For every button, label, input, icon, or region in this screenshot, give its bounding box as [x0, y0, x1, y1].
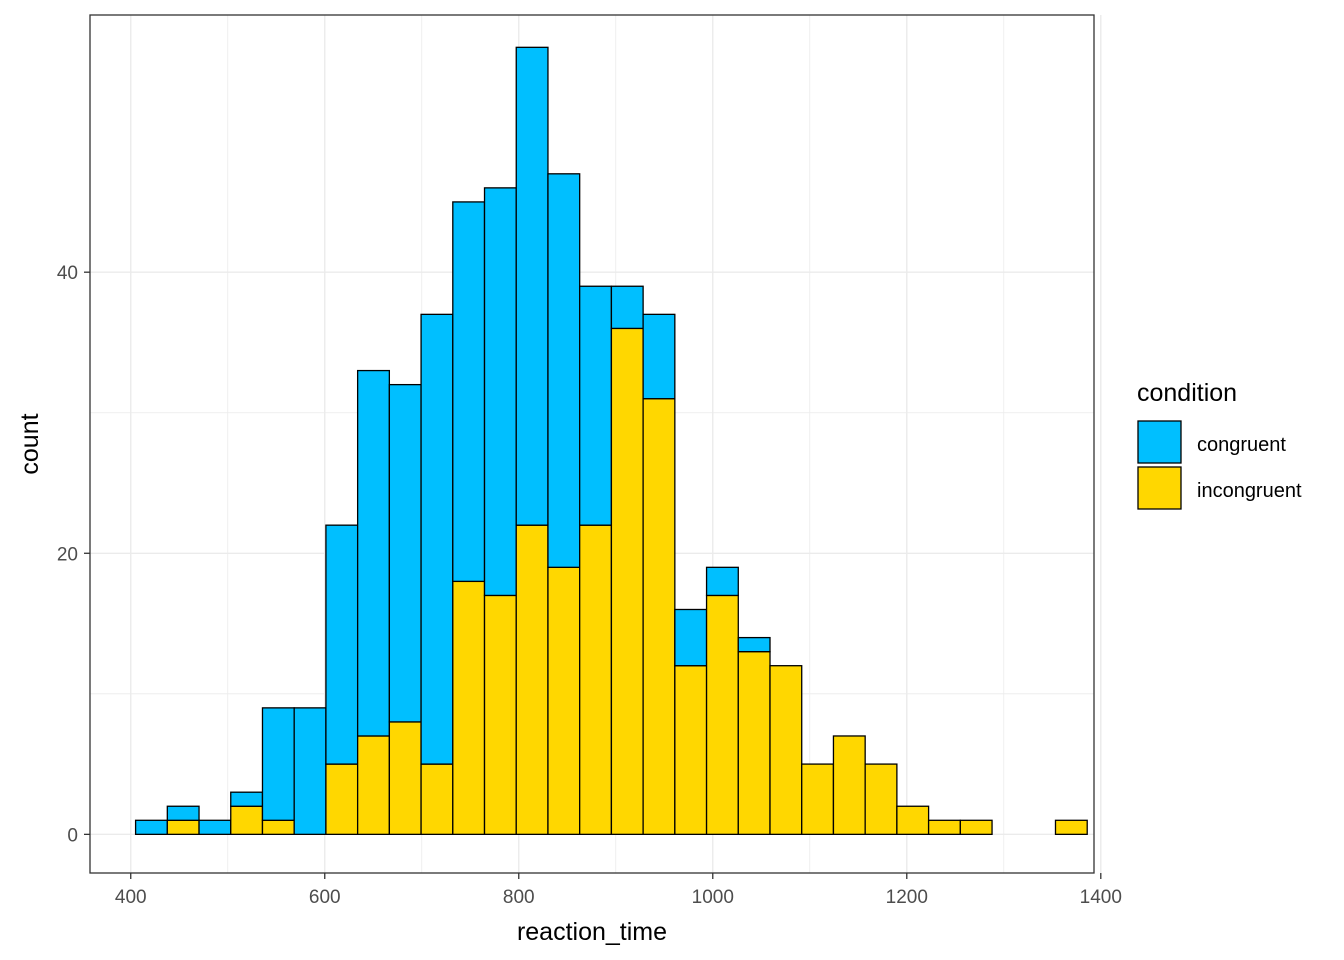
x-tick-label: 1200	[886, 887, 928, 908]
bar-incongruent	[483, 594, 517, 836]
bar-incongruent	[832, 735, 866, 836]
bar-incongruent	[927, 819, 961, 836]
bar-incongruent	[452, 580, 486, 836]
bar-incongruent	[388, 721, 422, 836]
bar-incongruent	[579, 524, 613, 836]
bar-incongruent	[642, 398, 676, 836]
bar-incongruent	[801, 763, 835, 836]
y-axis-title: count	[16, 413, 44, 474]
bar-congruent	[642, 313, 676, 400]
bar-congruent	[356, 369, 391, 737]
bar-incongruent	[959, 819, 993, 836]
bar-incongruent	[515, 524, 549, 836]
y-tick-label: 20	[57, 544, 78, 565]
bar-congruent	[388, 383, 422, 723]
x-axis: 400 600 800 1000 1200 1400	[115, 873, 1122, 908]
y-tick-label: 40	[57, 263, 78, 284]
bar-incongruent	[325, 763, 359, 836]
bar-congruent	[737, 636, 771, 653]
legend-key-congruent	[1137, 420, 1182, 464]
legend: condition congruent incongruent	[1137, 379, 1302, 510]
bar-congruent	[579, 285, 613, 526]
bar-congruent	[325, 524, 359, 765]
bar-congruent	[230, 791, 264, 807]
bar-incongruent	[261, 819, 295, 836]
x-tick-label: 1000	[692, 887, 734, 908]
bar-congruent	[705, 566, 739, 597]
bar-congruent	[166, 805, 200, 821]
bar-incongruent	[420, 763, 454, 836]
x-tick-label: 600	[309, 887, 341, 908]
y-tick-label: 0	[67, 825, 78, 846]
bar-congruent	[452, 201, 486, 583]
legend-label-congruent: congruent	[1197, 434, 1286, 456]
bar-incongruent	[166, 819, 200, 836]
bar-congruent	[198, 819, 232, 836]
bar-incongruent	[864, 763, 898, 836]
legend-key-incongruent	[1137, 466, 1182, 510]
bar-congruent	[293, 707, 327, 836]
bar-incongruent	[356, 735, 391, 836]
bar-incongruent	[705, 594, 739, 836]
bar-congruent	[547, 173, 581, 568]
bar-congruent	[420, 313, 454, 765]
plot-border	[89, 14, 1095, 874]
bar-congruent	[674, 608, 708, 667]
bar-congruent	[134, 819, 168, 836]
bar-incongruent	[896, 805, 930, 836]
legend-title: condition	[1137, 379, 1237, 407]
bar-congruent	[610, 285, 644, 330]
bar-incongruent	[1054, 819, 1088, 836]
y-axis: 0 20 40	[57, 263, 90, 846]
bar-incongruent	[610, 327, 644, 836]
x-tick-label: 800	[503, 887, 535, 908]
x-tick-label: 1400	[1080, 887, 1122, 908]
bar-incongruent	[674, 665, 708, 836]
bar-congruent	[483, 187, 517, 597]
bar-incongruent	[230, 805, 264, 836]
x-tick-label: 400	[115, 887, 147, 908]
bars	[134, 46, 1088, 836]
bar-congruent	[515, 46, 549, 526]
bar-incongruent	[769, 665, 803, 836]
x-axis-title: reaction_time	[517, 918, 667, 946]
bar-incongruent	[547, 566, 581, 836]
bar-incongruent	[737, 650, 771, 836]
legend-label-incongruent: incongruent	[1197, 480, 1302, 502]
bar-congruent	[261, 707, 295, 821]
